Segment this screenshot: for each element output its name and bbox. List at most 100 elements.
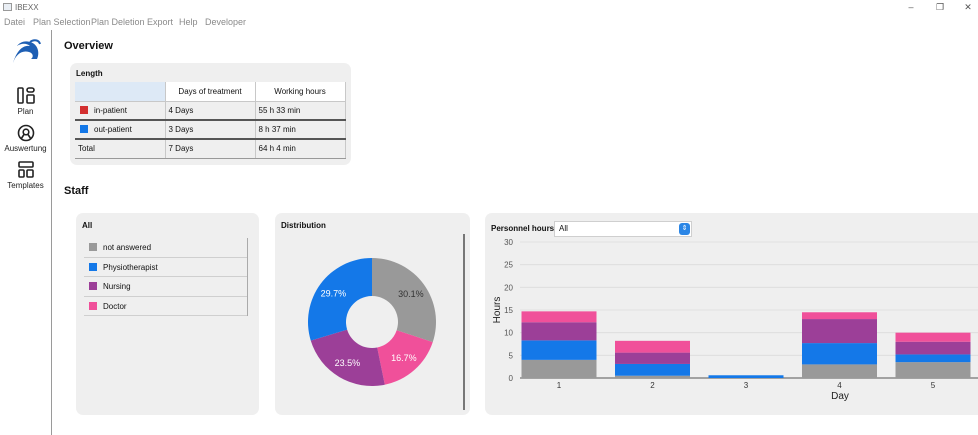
y-tick-label: 0	[509, 374, 514, 383]
x-tick-label: 5	[931, 381, 936, 390]
list-item[interactable]: Nursing	[84, 277, 247, 297]
pie-slice-physiotherapist[interactable]	[308, 258, 372, 341]
days-cell: 3 Days	[165, 120, 256, 140]
bar-segment-not-answered[interactable]	[521, 359, 597, 378]
bar-segment-nursing[interactable]	[802, 319, 877, 344]
length-table: Days of treatment Working hours in-patie…	[75, 82, 346, 159]
table-row[interactable]: Total 7 Days 64 h 4 min	[75, 139, 346, 159]
close-icon[interactable]: ✕	[964, 2, 972, 12]
legend-label: Doctor	[103, 301, 127, 311]
table-header-cell: Days of treatment	[165, 82, 256, 102]
bar-segment-physiotherapist[interactable]	[615, 363, 690, 376]
bar-segment-doctor[interactable]	[521, 311, 597, 323]
bar-segment-nursing[interactable]	[895, 341, 971, 355]
table-row[interactable]: out-patient 3 Days 8 h 37 min	[75, 120, 346, 140]
bar-segment-doctor[interactable]	[802, 312, 877, 320]
y-tick-label: 25	[504, 261, 513, 270]
restore-icon[interactable]: ❐	[935, 2, 945, 12]
sidebar-item-templates[interactable]: Templates	[0, 161, 51, 190]
staff-heading: Staff	[64, 185, 89, 197]
days-cell: 4 Days	[165, 101, 256, 121]
table-row[interactable]: in-patient 4 Days 55 h 33 min	[75, 101, 346, 121]
menu-item-plan-selection[interactable]: Plan Selection	[33, 17, 91, 27]
all-label: All	[82, 221, 93, 230]
pie-slice-nursing[interactable]	[310, 329, 385, 386]
bar-segment-doctor[interactable]	[615, 340, 690, 353]
sidebar-item-label: Plan	[17, 107, 34, 116]
pie-slice-doctor[interactable]	[377, 330, 433, 385]
x-tick-label: 3	[744, 381, 749, 390]
bar-segment-not-answered[interactable]	[802, 364, 877, 378]
x-tick-label: 2	[650, 381, 655, 390]
y-tick-label: 10	[504, 329, 513, 338]
pie-slice-label: 29.7%	[321, 288, 347, 298]
sidebar-item-label: Templates	[7, 181, 44, 190]
personnel-hours-bar-chart: 0 5 10 15 20 25 30 1 2 3 4 5 Day Hours	[492, 238, 978, 402]
select-value: All	[559, 224, 568, 233]
x-tick-label: 4	[837, 381, 842, 390]
pie-slice-not-answered[interactable]	[372, 258, 436, 343]
out-patient-swatch	[80, 125, 88, 133]
app-window-icon	[3, 3, 12, 11]
row-name-cell: out-patient	[75, 120, 166, 140]
hours-cell: 8 h 37 min	[255, 120, 346, 140]
bar-segment-physiotherapist[interactable]	[708, 375, 784, 378]
x-axis-label: Day	[831, 391, 849, 402]
personnel-filter-select[interactable]: All ⇕	[554, 221, 692, 237]
sidebar-item-plan[interactable]: Plan	[0, 87, 51, 116]
plan-icon	[16, 87, 35, 104]
distribution-donut-chart: 30.1% 16.7% 23.5% 29.7%	[308, 258, 436, 386]
legend-label: Nursing	[103, 282, 131, 291]
list-item[interactable]: Physiotherapist	[84, 258, 247, 277]
overview-heading: Overview	[64, 40, 113, 52]
table-header-cell	[75, 82, 166, 102]
hours-cell: 64 h 4 min	[255, 139, 346, 159]
row-name-cell: Total	[75, 139, 166, 159]
bar-segment-not-answered[interactable]	[615, 375, 690, 378]
bar-segment-nursing[interactable]	[521, 322, 597, 341]
bar-segment-physiotherapist[interactable]	[802, 343, 877, 365]
title-bar: IBEXX – ❐ ✕	[0, 0, 978, 15]
menu-item-export[interactable]: Export	[147, 17, 174, 27]
length-label: Length	[76, 69, 103, 78]
pie-slice-label: 30.1%	[398, 289, 424, 299]
y-tick-label: 30	[504, 238, 513, 247]
distribution-label: Distribution	[281, 221, 326, 230]
bar-segment-physiotherapist[interactable]	[521, 340, 597, 360]
doctor-swatch	[89, 301, 97, 310]
list-item[interactable]: Doctor	[84, 297, 247, 316]
legend-label: Physiotherapist	[103, 262, 158, 272]
y-tick-label: 20	[504, 283, 513, 292]
templates-icon	[17, 161, 34, 178]
distribution-scrollbar[interactable]	[463, 234, 465, 410]
pie-slice-label: 23.5%	[335, 358, 361, 368]
bar-segment-doctor[interactable]	[895, 332, 971, 342]
bar-segment-physiotherapist[interactable]	[895, 354, 971, 363]
staff-all-panel	[76, 213, 259, 415]
menu-item-help[interactable]: Help	[179, 17, 198, 27]
x-tick-label: 1	[557, 381, 562, 390]
chevron-updown-icon: ⇕	[679, 223, 690, 235]
table-header-row: Days of treatment Working hours	[75, 82, 346, 102]
days-cell: 7 Days	[165, 139, 256, 159]
list-item[interactable]: not answered	[84, 238, 247, 258]
sidebar-item-auswertung[interactable]: Auswertung	[0, 124, 51, 153]
menu-item-datei[interactable]: Datei	[4, 17, 26, 27]
table-header-cell: Working hours	[255, 82, 346, 102]
ibex-logo-icon	[13, 39, 41, 63]
menu-item-plan-deletion[interactable]: Plan Deletion	[91, 17, 145, 27]
menu-item-developer[interactable]: Developer	[205, 17, 247, 27]
y-tick-label: 5	[509, 351, 514, 360]
staff-legend-list: not answered Physiotherapist Nursing Doc…	[84, 238, 248, 316]
not-answered-swatch	[89, 243, 97, 251]
physiotherapist-swatch	[89, 262, 97, 271]
in-patient-swatch	[80, 105, 88, 114]
hours-cell: 55 h 33 min	[255, 101, 346, 121]
bar-segment-nursing[interactable]	[615, 352, 690, 364]
sidebar: Plan Auswertung Templates	[0, 30, 52, 435]
sidebar-item-label: Auswertung	[4, 144, 47, 153]
bar-segment-not-answered[interactable]	[895, 362, 971, 378]
row-name-cell: in-patient	[75, 101, 166, 121]
y-axis-label: Hours	[492, 297, 503, 324]
minimize-icon[interactable]: –	[908, 2, 914, 12]
